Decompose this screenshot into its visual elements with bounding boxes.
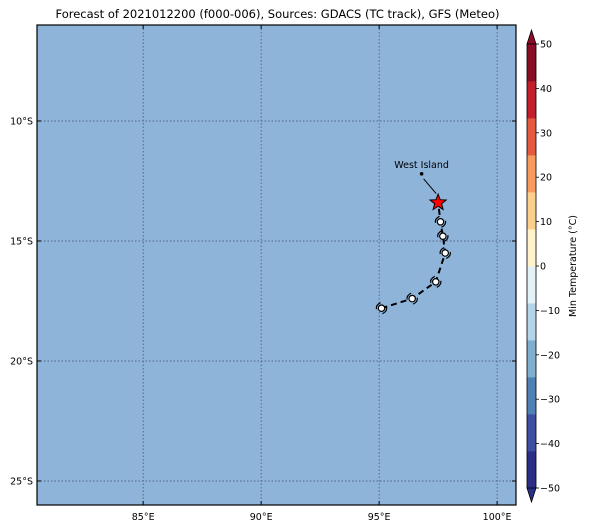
cyclone-arm <box>412 297 418 305</box>
colorbar-tick-label: 10 <box>540 217 552 228</box>
cyclone-arm <box>430 275 436 283</box>
cyclone-arm <box>443 235 449 243</box>
colorbar-tick-label: 40 <box>540 84 552 95</box>
colorbar-tick-label: −20 <box>540 350 560 361</box>
colorbar-tick-label: −50 <box>540 484 560 495</box>
colorbar-segment <box>527 118 536 156</box>
cyclone-symbol-icon <box>437 230 449 243</box>
cyclone-symbol-icon <box>434 215 447 228</box>
colorbar-segment <box>527 81 536 119</box>
map-panel: 85°E 90°E 95°E 100°E 10°S 15°S 20°S 25°S West Is… <box>10 24 517 523</box>
cyclone-arm <box>437 230 443 238</box>
colorbar-segment <box>527 192 536 230</box>
colorbar-tick-label: 0 <box>540 262 546 273</box>
colorbar-tick-label: −10 <box>540 306 560 317</box>
cyclone-center <box>377 304 386 313</box>
cyclone-center <box>441 249 450 257</box>
lon-tick-label: 95°E <box>368 512 391 523</box>
lat-tick-label: 10°S <box>10 117 33 128</box>
colorbar-segment <box>527 266 536 304</box>
colorbar-segment <box>527 155 536 193</box>
cyclone-symbol-icon <box>439 246 451 260</box>
cyclone-arm <box>445 251 451 260</box>
colorbar-label: Min Temperature (°C) <box>568 215 579 317</box>
cyclone-arm <box>382 307 388 315</box>
colorbar-segment <box>527 414 536 452</box>
cyclone-center <box>439 232 447 241</box>
map-frame <box>36 24 517 506</box>
chart-title: Forecast of 2021012200 (f000-006), Sourc… <box>55 7 500 21</box>
cyclone-arm <box>406 292 412 300</box>
location-star-icon <box>428 192 448 211</box>
lon-tick-label: 85°E <box>132 512 155 523</box>
cyclone-center <box>436 218 445 226</box>
colorbar-segment <box>527 451 536 489</box>
colorbar-tick-label: 30 <box>540 128 552 139</box>
cyclone-center <box>431 277 440 286</box>
colorbar-segment <box>527 303 536 341</box>
cyclone-symbol-icon <box>430 275 442 288</box>
ocean-background <box>37 25 516 505</box>
lat-tick-label: 15°S <box>10 237 33 248</box>
cyclone-symbol-icon <box>375 302 388 315</box>
lon-tick-label: 90°E <box>250 512 273 523</box>
cyclone-arm <box>436 280 442 288</box>
colorbar-segment <box>527 377 536 415</box>
colorbar-segment <box>527 340 536 378</box>
lat-tick-label: 25°S <box>10 477 33 488</box>
colorbar-segment <box>527 44 536 82</box>
colorbar-tick-label: 50 <box>540 40 552 51</box>
colorbar: 50 40 30 20 10 0 −10 −20 −30 −40 −50 Min Temperatur… <box>526 28 579 504</box>
colorbar-segment <box>527 229 536 267</box>
place-label: West Island <box>394 160 449 171</box>
place-pointer-line <box>423 178 437 194</box>
colorbar-max-extend <box>526 28 537 45</box>
place-dot <box>419 172 424 176</box>
cyclone-arm <box>439 246 445 255</box>
lat-tick-label: 20°S <box>10 357 33 368</box>
cyclone-symbol-icon <box>406 292 418 305</box>
cyclone-arm <box>375 302 381 310</box>
cyclone-arm <box>441 220 447 228</box>
colorbar-min-extend <box>526 487 537 504</box>
cyclone-center <box>408 294 416 303</box>
lon-tick-label: 100°E <box>483 512 512 523</box>
cyclone-arm <box>434 215 440 223</box>
colorbar-tick-label: 20 <box>540 173 552 184</box>
colorbar-tick-label: −30 <box>540 395 560 406</box>
colorbar-tick-label: −40 <box>540 439 560 450</box>
